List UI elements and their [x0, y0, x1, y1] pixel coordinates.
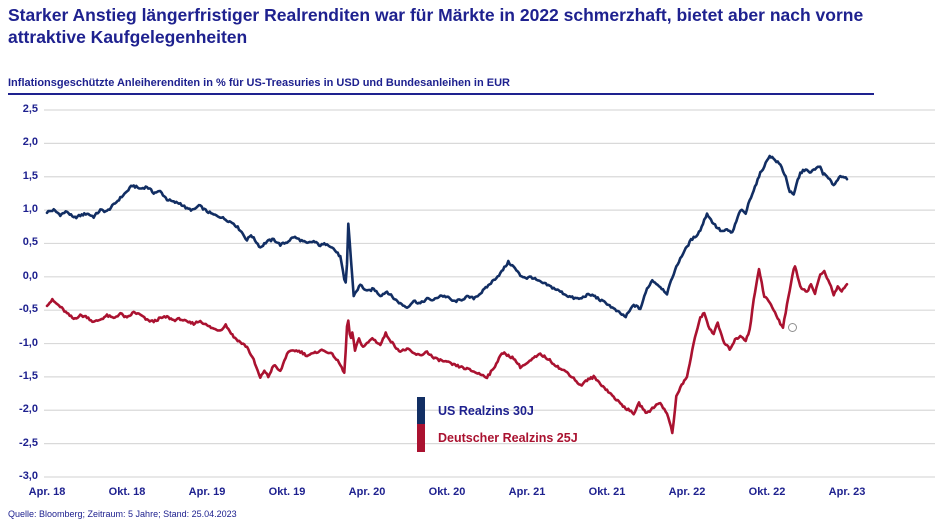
cursor-artifact-icon — [788, 323, 797, 332]
legend-label-de: Deutscher Realzins 25J — [438, 431, 578, 445]
x-tick-label: Apr. 23 — [828, 486, 866, 498]
x-tick-label: Apr. 22 — [668, 486, 706, 498]
x-tick-label: Okt. 21 — [588, 486, 626, 498]
y-tick-label: 0,0 — [22, 269, 38, 282]
series-line-us — [45, 154, 849, 319]
y-tick-label: -1,5 — [19, 369, 38, 382]
x-tick-label: Okt. 22 — [748, 486, 786, 498]
series-line-de — [45, 265, 849, 435]
x-tick-label: Apr. 19 — [188, 486, 226, 498]
y-tick-label: -2,5 — [19, 436, 38, 449]
y-tick-label: 1,0 — [22, 203, 38, 216]
x-tick-label: Apr. 18 — [28, 486, 66, 498]
y-tick-label: 2,0 — [22, 136, 38, 149]
x-tick-label: Okt. 20 — [428, 486, 466, 498]
chart-legend: US Realzins 30J Deutscher Realzins 25J — [417, 397, 578, 452]
x-tick-label: Okt. 19 — [268, 486, 306, 498]
x-tick-label: Okt. 18 — [108, 486, 146, 498]
y-tick-label: -1,0 — [19, 336, 38, 349]
page-title: Starker Anstieg längerfristiger Realrend… — [8, 5, 864, 48]
y-tick-label: -3,0 — [19, 470, 38, 482]
chart-subtitle: Inflationsgeschützte Anleiherenditen in … — [8, 77, 874, 95]
y-tick-label: -0,5 — [19, 303, 38, 316]
legend-item-us: US Realzins 30J — [417, 397, 578, 424]
legend-swatch-de — [417, 424, 425, 452]
y-tick-label: 0,5 — [22, 236, 38, 249]
source-note: Quelle: Bloomberg; Zeitraum: 5 Jahre; St… — [8, 509, 237, 519]
y-tick-label: 1,5 — [22, 169, 38, 182]
x-tick-label: Apr. 21 — [508, 486, 546, 498]
legend-label-us: US Realzins 30J — [438, 403, 534, 418]
legend-item-de: Deutscher Realzins 25J — [417, 424, 578, 452]
x-tick-label: Apr. 20 — [348, 486, 386, 498]
y-tick-label: 2,5 — [22, 103, 38, 115]
legend-swatch-us — [417, 397, 425, 424]
y-tick-label: -2,0 — [19, 403, 38, 416]
